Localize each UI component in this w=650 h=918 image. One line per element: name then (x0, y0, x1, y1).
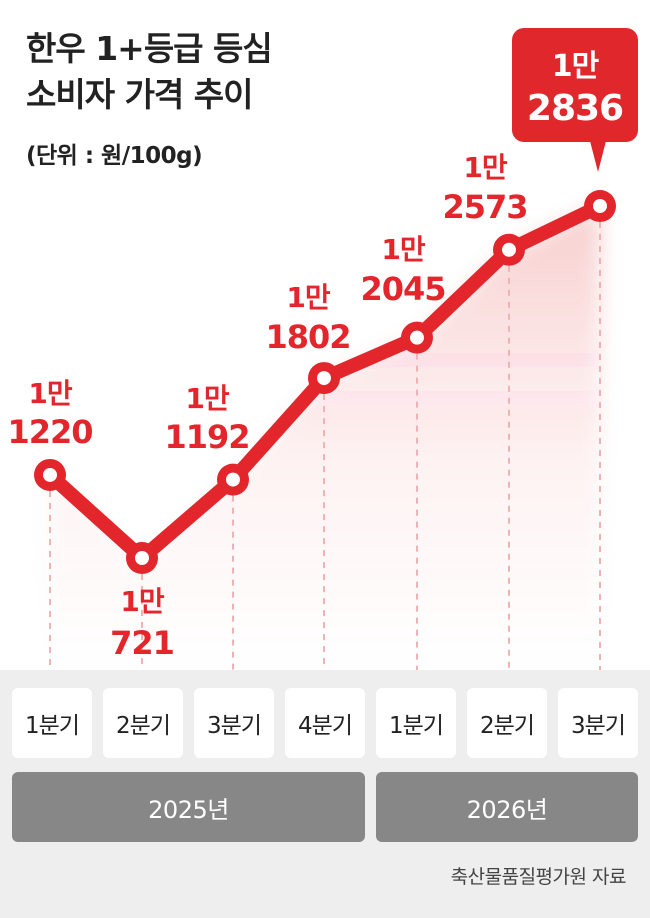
x-tick-2026-q1: 1분기 (376, 688, 456, 758)
x-tick-2025-q1: 1분기 (12, 688, 92, 758)
data-point-5 (401, 321, 433, 354)
data-label-value-4: 1802 (265, 318, 350, 356)
data-label-value-6: 2573 (442, 188, 527, 226)
data-point-inner-1 (43, 467, 57, 482)
year-label-2025: 2025년 (12, 772, 365, 842)
callout-pointer (590, 141, 606, 172)
data-label-man-5: 1만 (381, 233, 425, 266)
data-label-man-1: 1만 (28, 377, 72, 410)
x-tick-2025-q2: 2분기 (103, 688, 183, 758)
year-label-2026: 2026년 (376, 772, 638, 842)
x-tick-2025-q4: 4분기 (285, 688, 365, 758)
highlight-callout (512, 28, 638, 172)
data-point-inner-5 (410, 330, 424, 345)
data-point-6 (493, 233, 525, 266)
data-label-value-7: 2836 (527, 88, 623, 129)
data-label-value-3: 1192 (164, 418, 249, 456)
data-point-inner-3 (226, 472, 240, 487)
data-label-value-1: 1220 (7, 413, 92, 451)
data-label-man-6: 1만 (463, 151, 507, 184)
data-label-value-5: 2045 (360, 270, 445, 308)
title-line-2: 소비자 가격 추이 (26, 75, 253, 114)
x-tick-2026-q3: 3분기 (558, 688, 638, 758)
x-tick-2026-q2: 2분기 (467, 688, 547, 758)
title-line-1: 한우 1+등급 등심 (26, 29, 273, 68)
area-glow (50, 206, 600, 670)
data-label-man-4: 1만 (286, 281, 330, 314)
x-tick-2025-q3: 3분기 (194, 688, 274, 758)
data-label-value-2: 721 (110, 624, 174, 662)
data-point-inner-2 (135, 551, 149, 565)
data-point-1 (34, 458, 66, 491)
source-note: 축산물품질평가원 자료 (450, 866, 627, 888)
data-point-4 (308, 362, 340, 395)
data-label-man-3: 1만 (185, 382, 229, 415)
unit-label: (단위 : 원/100g) (26, 143, 203, 169)
data-point-inner-4 (317, 371, 331, 386)
data-point-7 (584, 190, 616, 222)
data-label-man-7: 1만 (552, 49, 600, 84)
callout-box (512, 28, 638, 142)
chart-title: 한우 1+등급 등심 소비자 가격 추이 (26, 26, 273, 118)
data-point-inner-6 (502, 242, 516, 257)
data-point-inner-7 (593, 199, 607, 213)
data-point-3 (217, 463, 249, 496)
data-point-2 (126, 542, 158, 574)
data-label-man-2: 1만 (120, 585, 164, 618)
